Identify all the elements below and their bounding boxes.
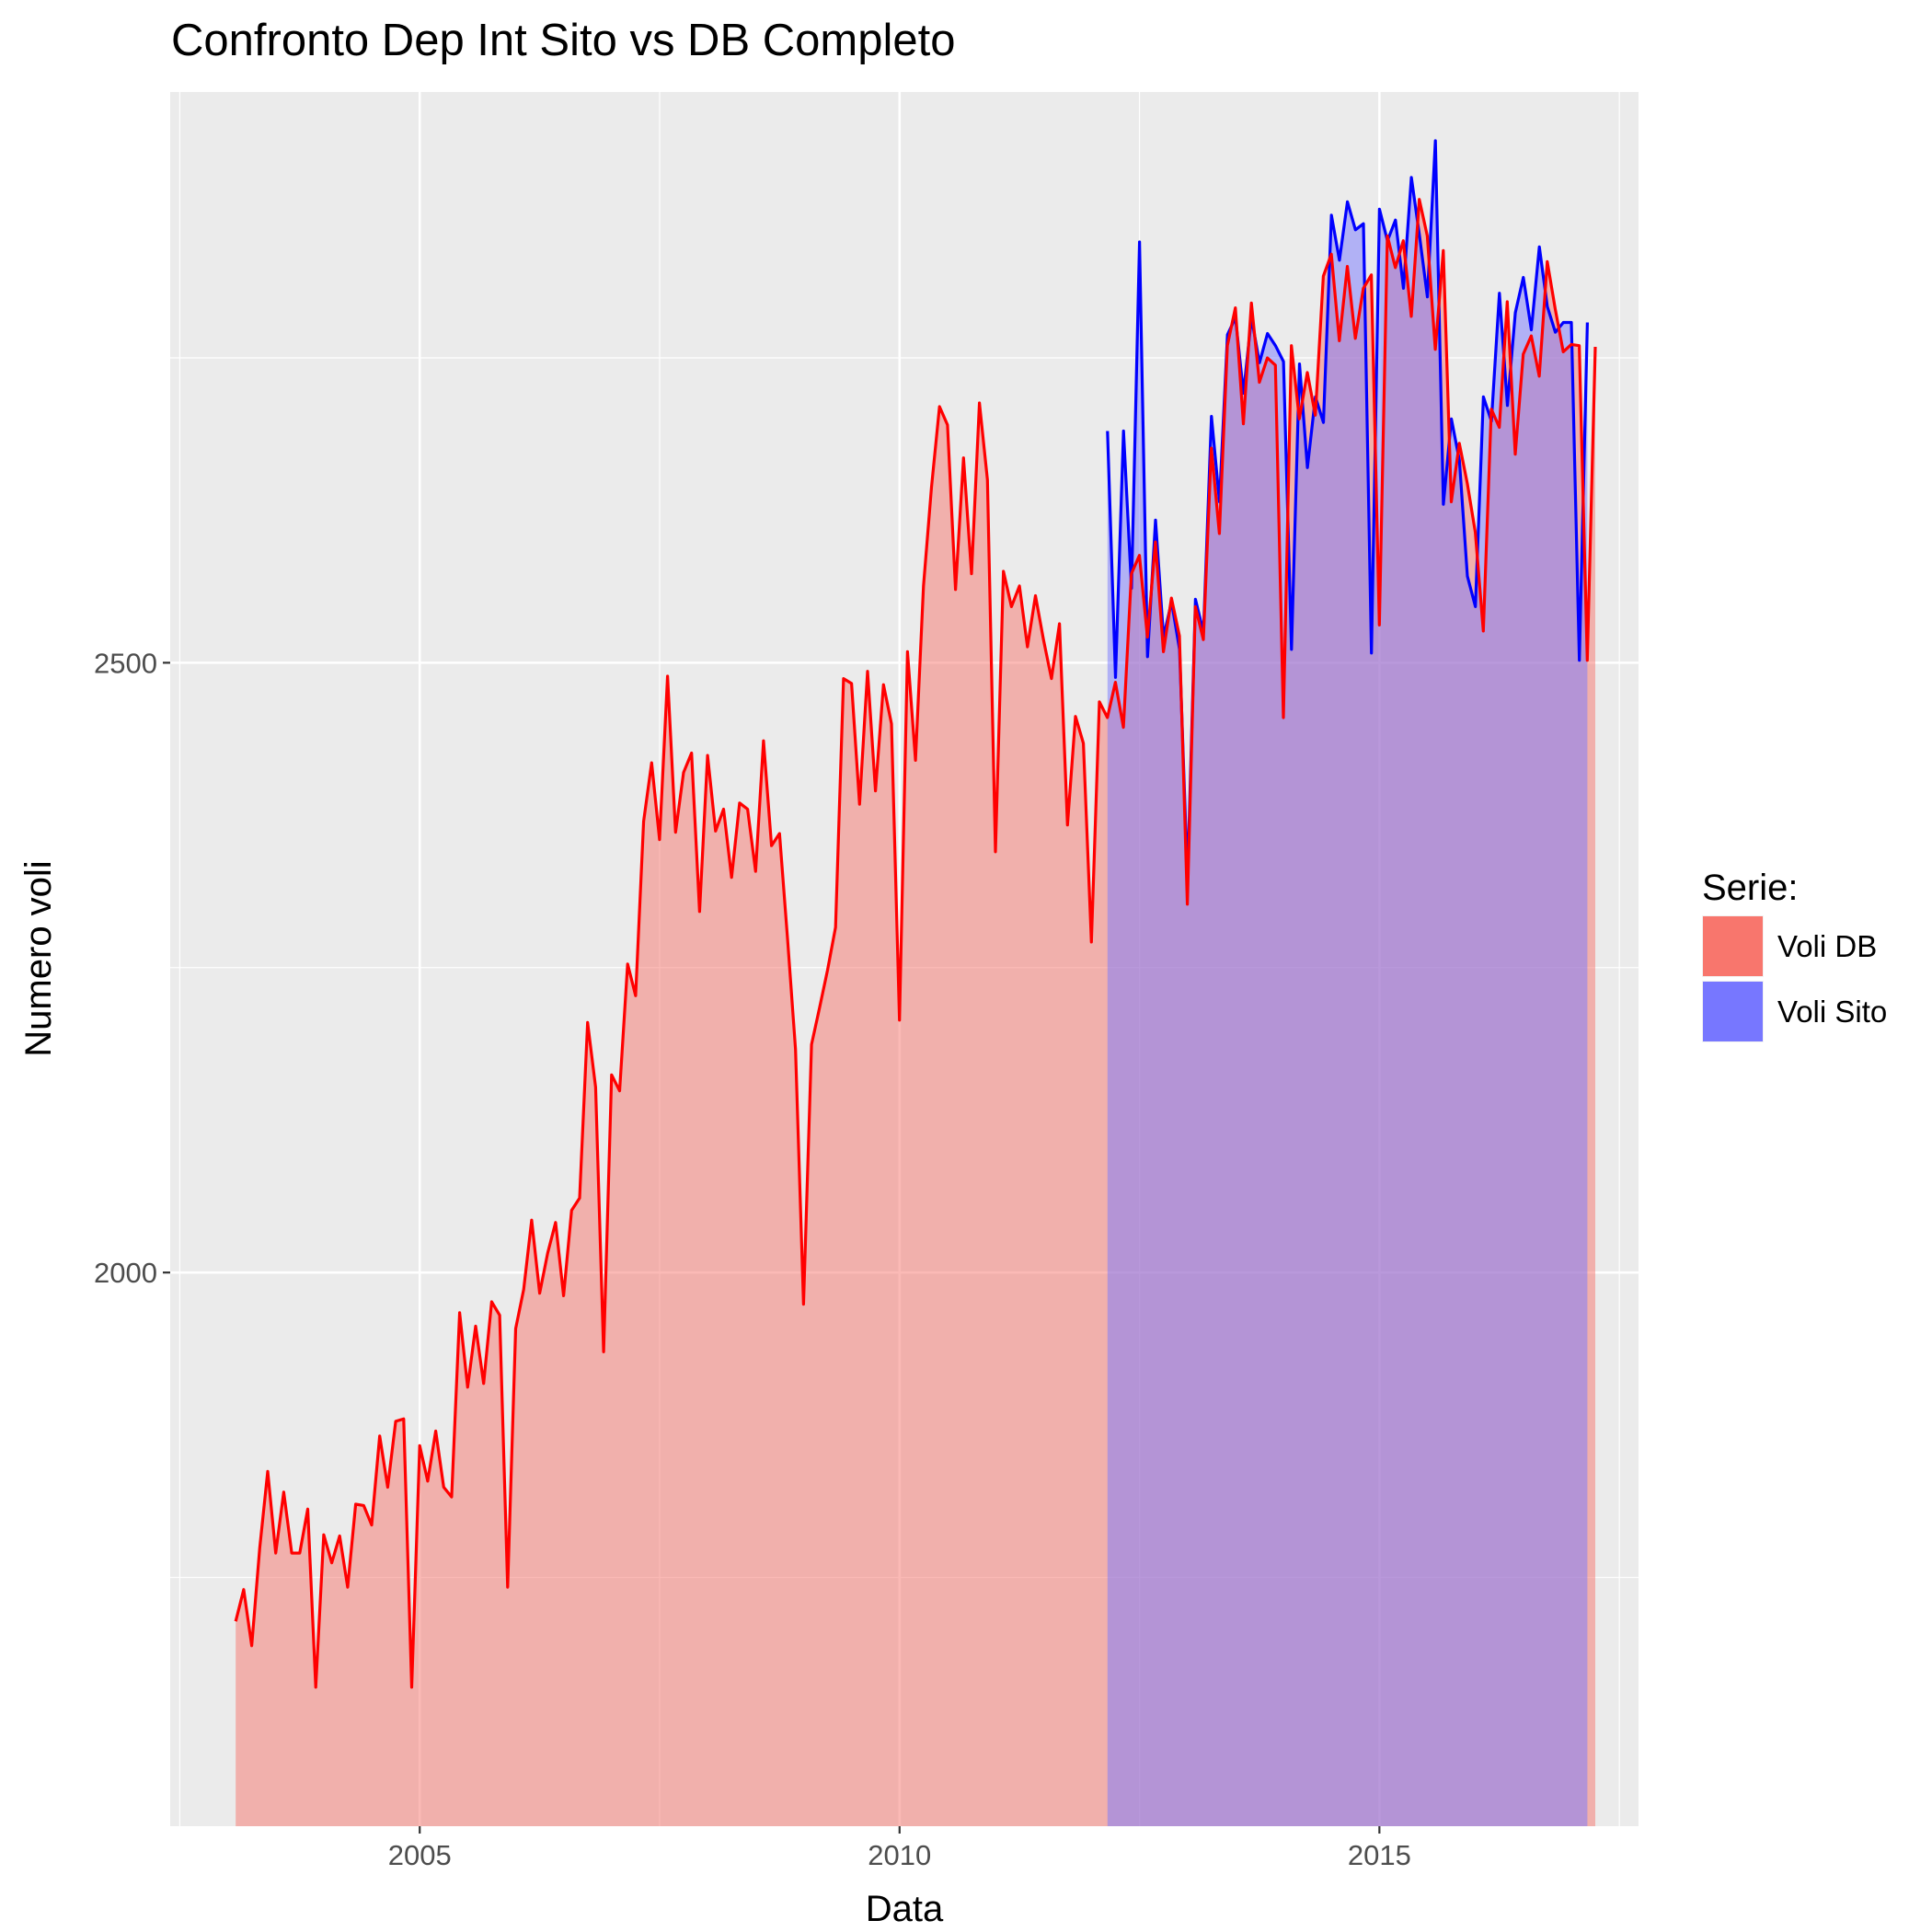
y-axis: 2000 2500	[94, 647, 170, 1289]
legend: Serie: Voli DB Voli Sito	[1702, 868, 1887, 1042]
legend-title: Serie:	[1702, 868, 1799, 908]
legend-label: Voli DB	[1777, 929, 1877, 963]
area-layer	[236, 141, 1596, 1827]
x-tick-label: 2015	[1348, 1839, 1411, 1871]
y-tick-label: 2500	[94, 647, 157, 679]
x-axis-title: Data	[866, 1889, 944, 1929]
y-axis-title: Numero voli	[18, 860, 59, 1056]
area-voli-sito	[1107, 141, 1588, 1826]
chart-title: Confronto Dep Int Sito vs DB Completo	[171, 16, 955, 65]
legend-key-voli-sito	[1703, 982, 1763, 1041]
line-layer	[234, 139, 1597, 1689]
x-tick-label: 2005	[388, 1839, 452, 1871]
x-tick-label: 2010	[868, 1839, 931, 1871]
legend-key-voli-db	[1703, 916, 1763, 976]
x-axis: 2005 2010 2015	[388, 1826, 1411, 1871]
y-tick-label: 2000	[94, 1257, 157, 1289]
legend-label: Voli Sito	[1777, 995, 1887, 1029]
line-voli-db	[234, 198, 1597, 1689]
